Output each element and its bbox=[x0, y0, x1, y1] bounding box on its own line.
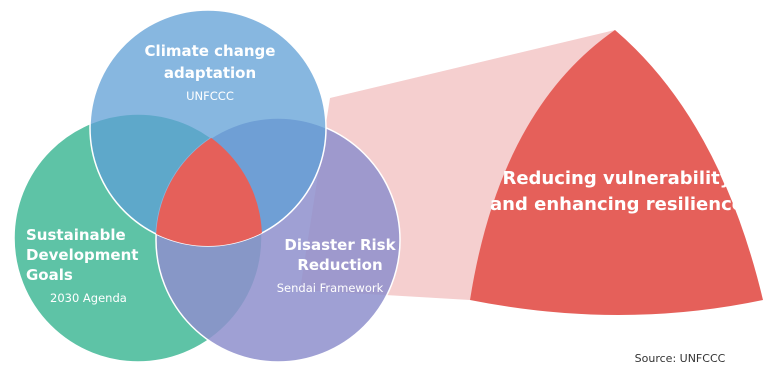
label: Disaster Risk bbox=[284, 236, 396, 254]
label: Climate change bbox=[145, 42, 276, 60]
focus-label: Reducing vulnerability bbox=[502, 168, 731, 189]
focus-label: and enhancing resilience bbox=[490, 194, 744, 215]
focus-shape bbox=[470, 30, 763, 315]
label: Reduction bbox=[297, 256, 382, 274]
label: adaptation bbox=[164, 64, 256, 82]
sublabel: Sendai Framework bbox=[277, 281, 384, 295]
sublabel: 2030 Agenda bbox=[50, 291, 127, 305]
source: Source: UNFCCC bbox=[635, 352, 726, 365]
label: Sustainable bbox=[26, 226, 126, 244]
sublabel: UNFCCC bbox=[186, 89, 234, 103]
label: Goals bbox=[26, 266, 73, 284]
label: Development bbox=[26, 246, 138, 264]
